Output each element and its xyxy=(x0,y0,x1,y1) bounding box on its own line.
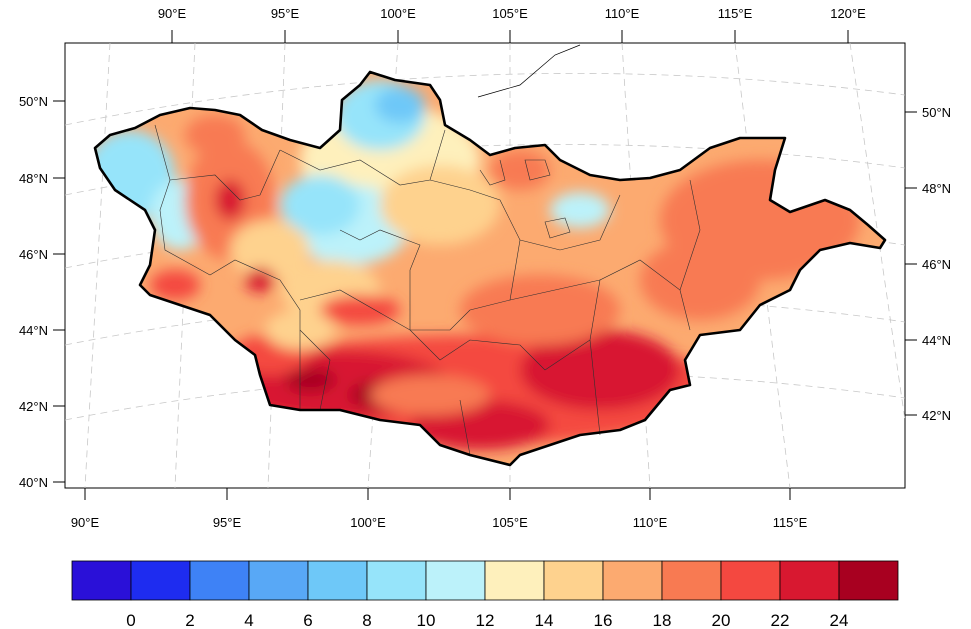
colorbar-tick-label: 24 xyxy=(830,611,849,629)
left-lat-label: 44°N xyxy=(19,323,48,338)
left-lat-label: 46°N xyxy=(19,247,48,262)
left-axis: 50°N 48°N 46°N 44°N 42°N 40°N xyxy=(19,94,65,490)
colorbar-swatch xyxy=(71,560,132,601)
colorbar-swatch xyxy=(720,560,781,601)
right-lat-label: 44°N xyxy=(922,333,951,348)
right-lat-label: 42°N xyxy=(922,408,951,423)
colorbar-tick-label: 10 xyxy=(417,611,436,629)
bottom-lon-label: 95°E xyxy=(213,515,242,530)
colorbar-swatch xyxy=(307,560,368,601)
colorbar-swatch xyxy=(779,560,840,601)
colorbar-tick-label: 2 xyxy=(185,611,194,629)
bottom-lon-label: 90°E xyxy=(71,515,100,530)
top-lon-label: 110°E xyxy=(605,6,640,21)
left-lat-label: 50°N xyxy=(19,94,48,109)
top-lon-label: 120°E xyxy=(830,6,866,21)
colorbar-swatch xyxy=(543,560,604,601)
right-lat-label: 46°N xyxy=(922,257,951,272)
colorbar-swatch xyxy=(189,560,250,601)
colorbar-tick-label: 8 xyxy=(362,611,371,629)
colorbar-tick-label: 14 xyxy=(535,611,554,629)
right-lat-label: 50°N xyxy=(922,105,951,120)
mongolia-outline xyxy=(93,70,887,467)
top-lon-label: 90°E xyxy=(158,6,187,21)
province-borders xyxy=(154,124,701,456)
bottom-lon-label: 115°E xyxy=(773,515,808,530)
bottom-lon-label: 105°E xyxy=(492,515,528,530)
colorbar-tick-label: 22 xyxy=(771,611,790,629)
right-lat-label: 48°N xyxy=(922,181,951,196)
colorbar-labels: 0 2 4 6 8 10 12 14 16 18 20 22 24 xyxy=(126,611,848,629)
colorbar-tick-label: 12 xyxy=(476,611,495,629)
top-lon-label: 100°E xyxy=(380,6,416,21)
top-axis: 90°E 95°E 100°E 105°E 110°E 115°E 120°E xyxy=(158,6,866,43)
right-axis: 50°N 48°N 46°N 44°N 42°N xyxy=(905,105,951,423)
top-lon-label: 115°E xyxy=(718,6,753,21)
colorbar xyxy=(71,560,899,601)
bottom-axis: 90°E 95°E 100°E 105°E 110°E 115°E xyxy=(71,488,808,530)
colorbar-swatch xyxy=(248,560,309,601)
neighbor-border xyxy=(477,44,581,98)
colorbar-swatch xyxy=(425,560,486,601)
colorbar-swatch xyxy=(602,560,663,601)
colorbar-tick-label: 4 xyxy=(244,611,253,629)
left-lat-label: 40°N xyxy=(19,475,48,490)
colorbar-swatch xyxy=(484,560,545,601)
colorbar-tick-label: 0 xyxy=(126,611,135,629)
colorbar-swatch xyxy=(838,560,899,601)
left-lat-label: 48°N xyxy=(19,171,48,186)
bottom-lon-label: 100°E xyxy=(350,515,386,530)
colorbar-swatch xyxy=(130,560,191,601)
colorbar-swatch xyxy=(661,560,722,601)
left-lat-label: 42°N xyxy=(19,399,48,414)
colorbar-tick-label: 18 xyxy=(653,611,672,629)
colorbar-tick-label: 16 xyxy=(594,611,613,629)
colorbar-tick-label: 6 xyxy=(303,611,312,629)
colorbar-tick-label: 20 xyxy=(712,611,731,629)
bottom-lon-label: 110°E xyxy=(633,515,668,530)
top-lon-label: 95°E xyxy=(271,6,300,21)
top-lon-label: 105°E xyxy=(492,6,528,21)
colorbar-swatch xyxy=(366,560,427,601)
